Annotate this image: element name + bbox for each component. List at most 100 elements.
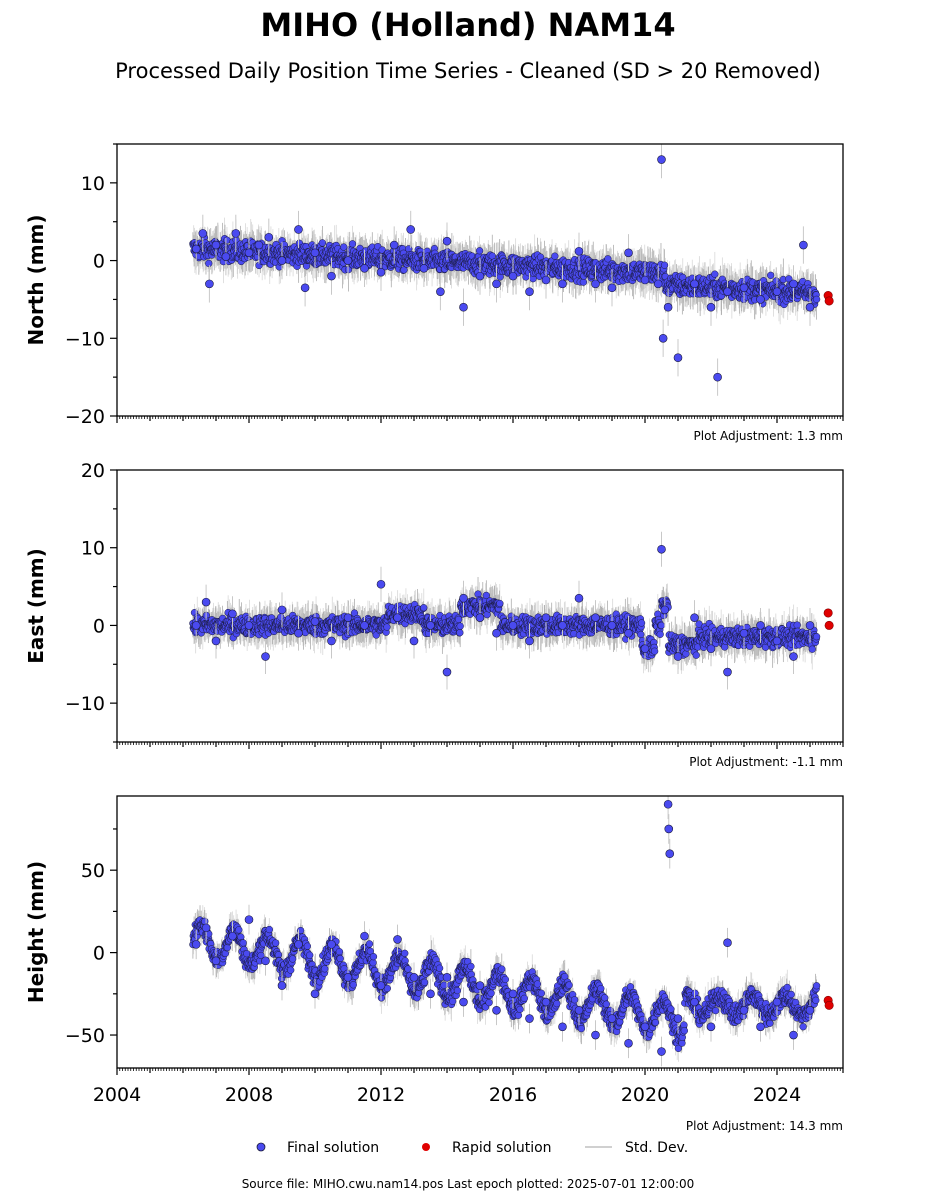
final-solution-series-height	[191, 796, 815, 1067]
final-point-north-23	[475, 271, 485, 281]
rapid-solution-series-east	[823, 608, 834, 630]
final-point-north-3	[211, 240, 221, 250]
final-point-height-23	[558, 1022, 567, 1032]
final-point-east-6	[277, 605, 287, 615]
final-point-height-2	[211, 956, 221, 966]
ytick-label-east: 20	[81, 460, 105, 482]
final-point-north-32	[624, 248, 633, 258]
final-point-north-12	[310, 248, 320, 258]
final-point-east-25	[591, 613, 600, 622]
final-point-east-1	[201, 597, 211, 607]
final-point-north-22	[459, 302, 468, 312]
final-point-east-7	[294, 628, 303, 638]
final-point-height-14	[409, 973, 419, 982]
legend-stddev-label: Std. Dev.	[625, 1140, 688, 1156]
ylabel-north: North (mm)	[24, 214, 48, 345]
final-point-north-25	[508, 271, 518, 281]
final-point-east-5	[261, 652, 270, 661]
final-point-east-26	[607, 621, 617, 630]
final-point-north-43	[739, 283, 749, 293]
final-point-north-20	[436, 287, 445, 296]
final-point-height-13	[393, 935, 402, 944]
plot-area-east	[189, 531, 834, 690]
final-point-height-33	[673, 1014, 683, 1023]
ytick-label-north: 0	[93, 251, 105, 273]
final-point-height-8	[310, 989, 320, 999]
legend-rapid-marker	[422, 1143, 430, 1151]
xtick-label: 2020	[621, 1084, 669, 1106]
final-point-east-19	[492, 628, 501, 638]
final-point-height-39	[772, 997, 782, 1007]
final-point-north-31	[607, 283, 617, 293]
final-point-north-15	[360, 264, 369, 273]
final-point-north-33	[640, 275, 650, 285]
final-point-north-44	[756, 295, 765, 304]
final-point-east-18	[475, 613, 485, 622]
xtick-label: 2016	[489, 1084, 537, 1106]
final-point-height-18	[475, 981, 485, 990]
xtick-label: 2012	[357, 1084, 405, 1106]
rapid-point-north-1	[824, 296, 834, 306]
final-point-height-17	[459, 997, 468, 1007]
ytick-label-height: 50	[81, 860, 105, 882]
final-point-north-10	[294, 225, 303, 234]
final-point-east-39	[805, 621, 815, 630]
final-point-north-0	[191, 244, 201, 254]
final-point-height-21	[525, 1014, 534, 1023]
final-point-north-2	[205, 279, 214, 289]
final-point-east-30	[660, 605, 670, 615]
final-point-north-24	[492, 279, 501, 289]
final-point-north-21	[442, 236, 452, 246]
ytick-label-east: −10	[65, 693, 105, 715]
final-point-north-8	[264, 232, 274, 242]
final-point-east-15	[426, 621, 435, 630]
legend-final-label: Final solution	[287, 1140, 379, 1156]
ytick-label-north: −10	[65, 328, 105, 350]
final-point-north-27	[541, 275, 551, 285]
final-point-east-12	[376, 579, 386, 589]
final-point-north-13	[327, 271, 336, 281]
final-point-north-9	[277, 256, 287, 265]
final-point-height-0	[191, 940, 201, 949]
final-point-north-29	[574, 246, 584, 256]
final-point-north-4	[221, 252, 231, 261]
final-point-east-22	[541, 613, 551, 622]
final-point-north-40	[706, 302, 716, 312]
plot-area-height	[189, 796, 834, 1067]
final-point-east-21	[525, 636, 534, 646]
ylabel-height: Height (mm)	[24, 861, 48, 1003]
legend-rapid-label: Rapid solution	[452, 1140, 552, 1156]
final-point-height-29	[657, 1047, 666, 1056]
final-point-north-19	[419, 264, 429, 273]
final-point-height-19	[492, 1006, 501, 1015]
final-point-north-35	[657, 155, 666, 164]
final-point-east-35	[739, 628, 749, 638]
final-point-east-29	[657, 544, 666, 554]
ytick-label-height: 0	[93, 943, 105, 965]
final-solution-band-north	[189, 233, 821, 309]
final-point-height-22	[541, 997, 551, 1007]
final-point-north-17	[389, 240, 399, 250]
final-point-height-15	[426, 989, 435, 999]
rapid-solution-series-height	[823, 995, 834, 1010]
final-point-height-10	[343, 973, 353, 982]
final-point-height-28	[640, 1022, 650, 1032]
final-point-east-3	[228, 609, 237, 619]
ytick-label-height: −50	[65, 1025, 105, 1047]
rapid-point-east-1	[824, 620, 834, 630]
final-point-height-40	[789, 1030, 798, 1040]
final-point-height-20	[508, 989, 518, 999]
final-point-height-27	[624, 1038, 633, 1048]
final-point-east-14	[409, 636, 419, 646]
final-point-north-36	[658, 333, 668, 343]
final-point-height-26	[607, 1014, 617, 1023]
final-point-north-28	[558, 279, 567, 289]
final-point-height-34	[690, 997, 699, 1007]
final-point-east-9	[327, 636, 336, 646]
final-point-north-26	[525, 287, 534, 296]
plot-adjustment-east: Plot Adjustment: -1.1 mm	[689, 755, 843, 769]
ytick-label-north: 10	[81, 173, 105, 195]
final-point-height-3	[228, 931, 237, 941]
final-point-east-13	[393, 613, 402, 622]
